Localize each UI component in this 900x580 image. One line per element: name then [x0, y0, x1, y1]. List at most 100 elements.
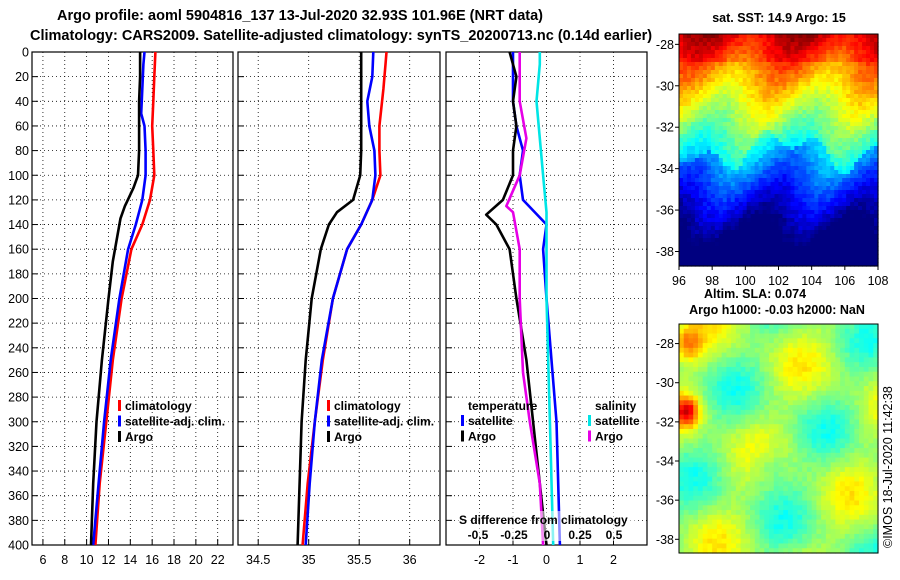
map-cell: [679, 66, 684, 71]
map-cell: [838, 166, 843, 171]
map-cell: [766, 254, 772, 259]
map-cell: [694, 194, 700, 199]
map-cell: [688, 524, 694, 530]
map-cell: [722, 210, 728, 215]
map-cell: [726, 110, 732, 115]
map-cell: [822, 214, 827, 219]
map-cell: [738, 254, 744, 259]
map-cell: [782, 230, 788, 235]
map-cell: [686, 214, 692, 219]
map-cell: [814, 114, 819, 119]
map-cell: [764, 409, 770, 416]
map-cell: [716, 471, 723, 478]
map-cell: [683, 338, 690, 344]
map-cell: [773, 448, 780, 454]
map-cell: [726, 357, 732, 363]
map-cell: [679, 424, 685, 430]
map-cell: [706, 194, 712, 199]
map-cell: [863, 386, 870, 392]
map-cell: [874, 66, 879, 71]
map-cell: [693, 452, 699, 459]
map-cell: [738, 218, 744, 223]
map-cell: [859, 519, 865, 525]
legend-swatch: [327, 431, 330, 442]
map-cell: [714, 86, 720, 91]
map-cell: [849, 505, 855, 511]
map-cell: [710, 46, 716, 51]
map-cell: [862, 90, 867, 95]
map-cell: [786, 210, 792, 215]
map-cell: [854, 400, 860, 406]
map-cell: [840, 505, 846, 511]
map-cell: [770, 54, 776, 59]
map-cell: [714, 198, 720, 203]
map-cell: [679, 357, 685, 363]
map-cell: [790, 206, 796, 211]
map-cell: [754, 126, 760, 131]
map-cell: [746, 118, 752, 123]
map-cell: [702, 476, 709, 483]
map-cell: [859, 438, 865, 444]
map-cell: [754, 262, 760, 267]
map-cell: [726, 258, 732, 263]
map-cell: [746, 74, 752, 79]
series-line-black: [296, 52, 363, 546]
map-cell: [797, 419, 803, 425]
map-cell: [773, 428, 780, 435]
map-cell: [697, 386, 704, 392]
map-cell: [834, 154, 839, 159]
map-cell: [846, 218, 851, 223]
map-cell: [758, 198, 764, 203]
map-cell: [838, 150, 843, 155]
map-cell: [873, 443, 879, 449]
map-cell: [849, 500, 855, 506]
map-cell: [783, 490, 789, 497]
map-cell: [802, 250, 807, 255]
map-cell: [679, 505, 685, 511]
map-cell: [738, 250, 744, 255]
map-cell: [738, 142, 744, 147]
map-cell: [735, 395, 742, 401]
map-cell: [770, 146, 776, 151]
map-cell: [806, 110, 811, 115]
map-cell: [716, 400, 723, 406]
map-cell: [716, 371, 723, 378]
map-cell: [787, 424, 794, 430]
map-cell: [738, 46, 744, 51]
map-cell: [826, 214, 831, 219]
map-cell: [683, 405, 690, 411]
map-cell: [697, 347, 704, 354]
map-cell: [746, 62, 752, 67]
map-cell: [816, 328, 822, 335]
map-cell: [810, 134, 815, 139]
map-cell: [846, 158, 851, 163]
map-cell: [750, 414, 756, 421]
map-cell: [822, 106, 827, 111]
map-cell: [688, 343, 694, 349]
map-cell: [762, 146, 768, 151]
map-cell: [778, 34, 784, 39]
map-cell: [702, 126, 708, 131]
map-cell: [718, 146, 724, 151]
map-cell: [794, 198, 799, 203]
map-cell: [702, 471, 709, 478]
map-cell: [774, 62, 780, 67]
map-cell: [850, 62, 855, 67]
map-cell: [814, 62, 819, 67]
map-cell: [702, 514, 709, 521]
map-cell: [750, 462, 756, 468]
map-cell: [764, 352, 770, 358]
map-cell: [726, 186, 732, 191]
map-cell: [792, 433, 799, 440]
map-cell: [868, 495, 874, 502]
map-cell: [870, 66, 875, 71]
map-cell: [679, 214, 684, 219]
map-cell: [726, 86, 732, 91]
map-cell: [859, 366, 865, 373]
map-cell: [822, 262, 827, 267]
map-cell: [770, 62, 776, 67]
map-cell: [786, 150, 792, 155]
map-cell: [740, 448, 746, 454]
map-cell: [750, 194, 756, 199]
map-cell: [746, 46, 752, 51]
